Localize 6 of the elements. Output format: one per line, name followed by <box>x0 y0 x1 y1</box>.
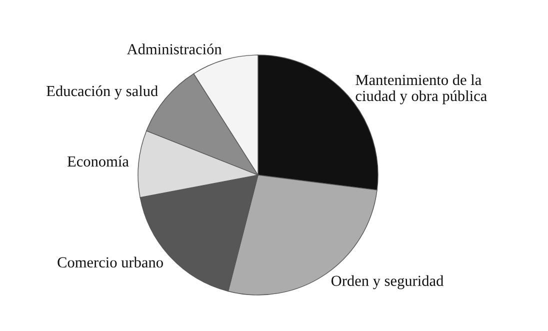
slice-label: Educación y salud <box>46 85 158 100</box>
slice-label: Orden y seguridad <box>331 275 444 290</box>
slice-label: Mantenimiento de la ciudad y obra pública <box>356 74 487 104</box>
slice-label: Administración <box>126 44 222 54</box>
slice-label: Economía <box>67 156 129 167</box>
slice-label: Comercio urbano <box>58 256 163 268</box>
